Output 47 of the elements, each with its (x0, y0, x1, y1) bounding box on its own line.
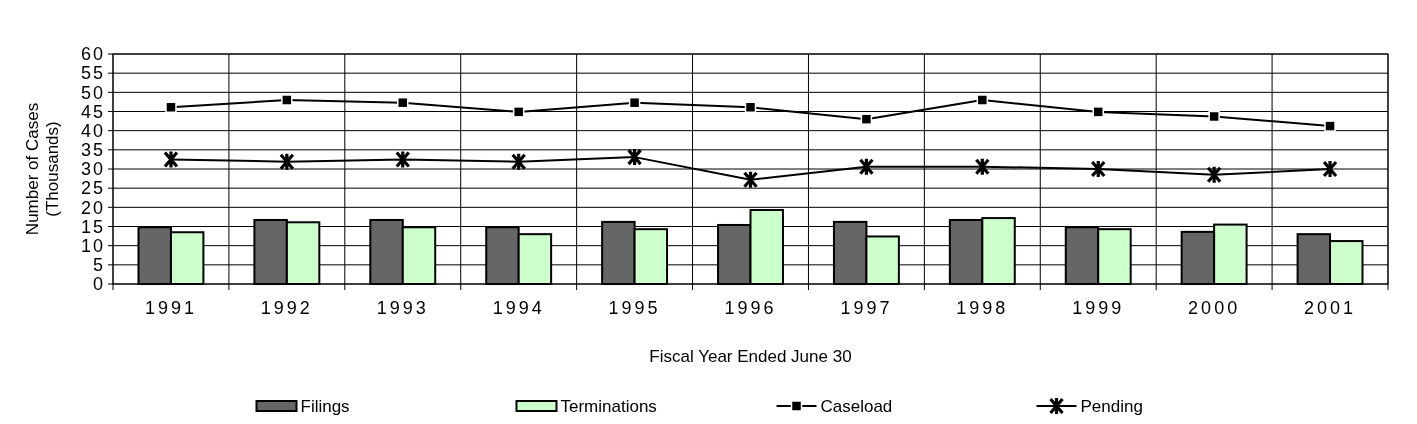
point (976, 94, 989, 106)
legend-label: Terminations (560, 396, 657, 416)
x-tick-label: 1993 (376, 298, 429, 318)
y-tick-label: 0 (92, 274, 105, 295)
point (281, 94, 293, 106)
point (511, 152, 527, 172)
y-tick-label: 55 (80, 63, 105, 84)
x-tick-label: 1998 (956, 298, 1009, 318)
x-tick-label: 2001 (1304, 298, 1357, 318)
point (858, 157, 875, 177)
x-tick-label: 1991 (144, 298, 197, 318)
y-tick-label: 20 (80, 197, 105, 218)
y-tick-label: 50 (80, 82, 105, 103)
y-tick-label: 40 (80, 120, 105, 141)
point (512, 106, 525, 118)
point (279, 152, 295, 172)
legend-label: Pending (1080, 396, 1143, 416)
point (163, 149, 179, 170)
x-tick-label: 1999 (1072, 298, 1125, 318)
x-tick-label: 1996 (724, 298, 777, 318)
point (626, 147, 643, 167)
point (395, 149, 411, 170)
x-tick-label: 1994 (492, 298, 545, 318)
y-axis-title: Number of Cases (Thousands) (23, 102, 62, 236)
x-tick-label: 1995 (608, 298, 661, 318)
point (1092, 106, 1104, 118)
point (742, 170, 759, 190)
legend-label: Filings (300, 396, 350, 416)
x-axis-title: Fiscal Year Ended June 30 (649, 347, 852, 366)
y-tick-label: 5 (92, 255, 105, 276)
point (1322, 159, 1338, 179)
y-tick-label: 10 (80, 235, 105, 256)
point (1206, 165, 1222, 185)
legend-label: Caseload (820, 396, 893, 416)
point (1324, 120, 1336, 132)
x-tick-label: 1997 (840, 298, 893, 318)
x-tick-label: 2000 (1188, 298, 1241, 318)
y-tick-label: 45 (80, 101, 105, 122)
y-tick-label: 35 (80, 140, 105, 161)
point (860, 113, 873, 125)
y-tick-label: 30 (80, 159, 105, 180)
x-tick-label: 1992 (260, 298, 313, 318)
y-tick-label: 25 (80, 178, 105, 199)
point (974, 157, 990, 177)
y-tick-label: 60 (80, 44, 105, 65)
y-tick-label: 15 (80, 216, 105, 237)
point (1090, 159, 1106, 179)
